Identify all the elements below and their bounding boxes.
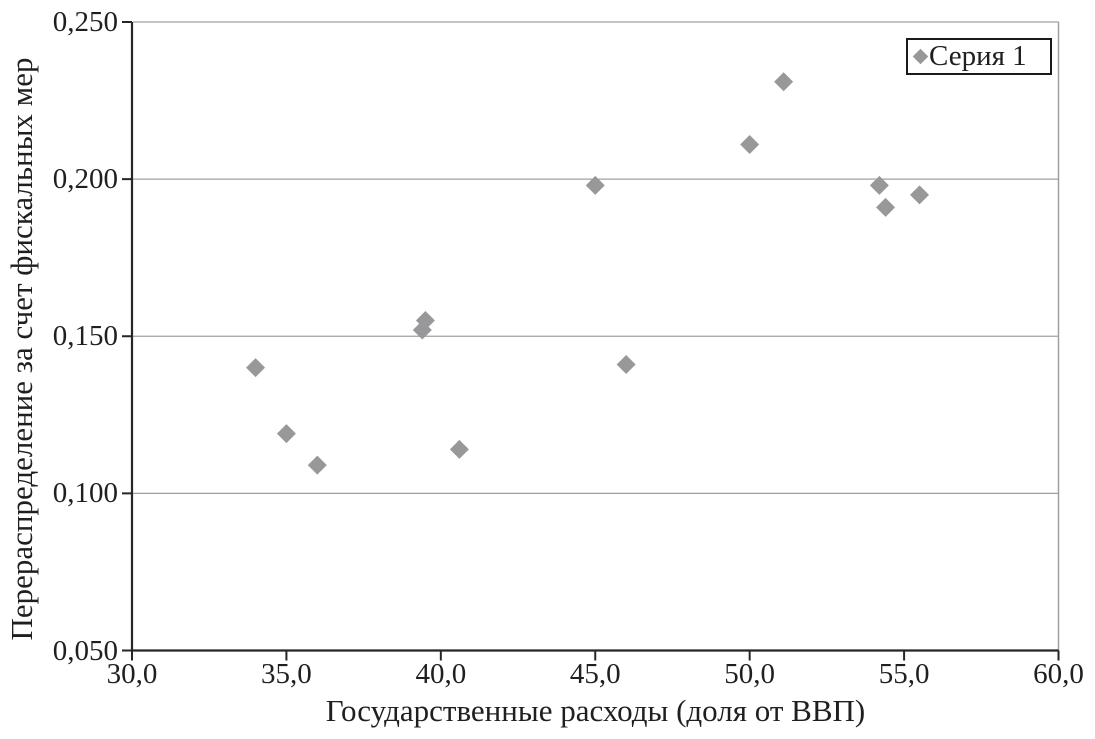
x-tick-label: 45,0 xyxy=(569,658,621,690)
x-tick-label: 40,0 xyxy=(415,658,467,690)
series-diamond-marker-icon xyxy=(912,48,929,65)
data-point xyxy=(415,311,435,331)
y-tick-label: 0,250 xyxy=(52,6,118,38)
y-tick-label: 0,200 xyxy=(52,163,118,196)
y-tick-label: 0,050 xyxy=(52,634,118,667)
legend-series-label: Серия 1 xyxy=(929,40,1027,72)
x-tick-label: 60,0 xyxy=(1033,658,1084,690)
y-tick-label: 0,150 xyxy=(52,320,118,353)
x-tick-label: 35,0 xyxy=(261,658,312,690)
data-point xyxy=(774,72,794,92)
y-tick-label: 0,100 xyxy=(52,477,118,510)
data-point xyxy=(910,185,930,205)
data-point xyxy=(876,197,896,217)
data-point xyxy=(276,424,296,444)
y-axis-title: Перераспределение за счет фискальных мер xyxy=(4,57,39,641)
data-point xyxy=(869,175,889,195)
x-tick-label: 55,0 xyxy=(878,658,930,690)
data-point xyxy=(740,135,760,155)
data-point xyxy=(616,355,636,375)
data-point xyxy=(449,439,469,459)
data-point xyxy=(585,175,605,195)
data-point xyxy=(307,455,327,475)
x-tick-label: 50,0 xyxy=(724,658,776,690)
data-point xyxy=(246,358,266,378)
x-axis-title: Государственные расходы (доля от ВВП) xyxy=(325,693,866,728)
legend: Серия 1 xyxy=(906,38,1052,75)
x-tick-label: 30,0 xyxy=(106,658,158,690)
